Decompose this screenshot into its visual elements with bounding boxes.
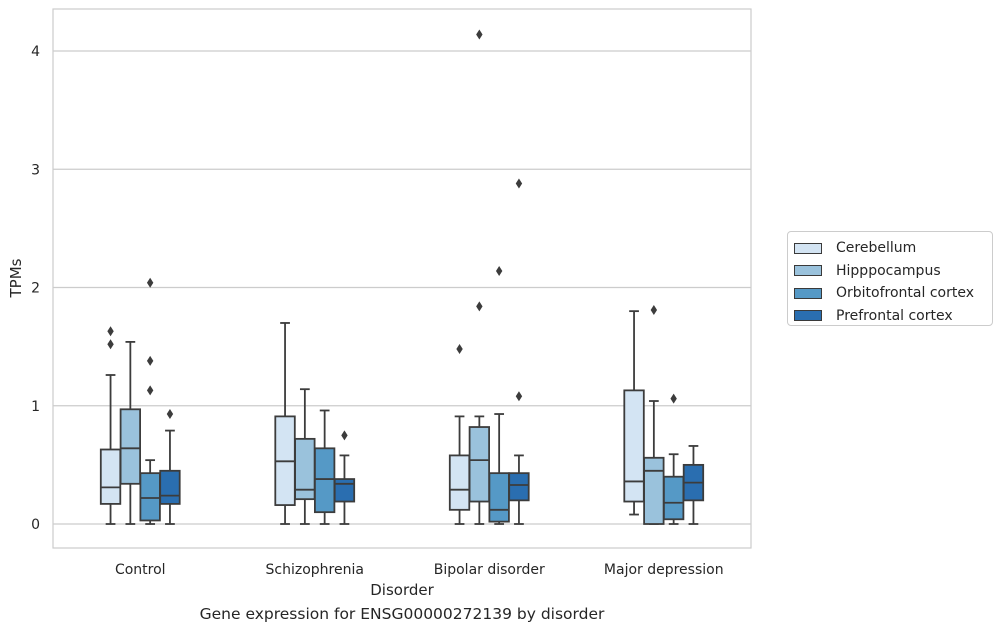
box-1-3 <box>643 304 665 525</box>
outlier-marker-1 <box>515 178 523 189</box>
legend-label-2: Orbitofrontal cortex <box>836 285 974 302</box>
legend-item-2: Orbitofrontal cortex <box>794 282 986 305</box>
y-tick-labels: 0 1 2 3 4 <box>31 44 40 533</box>
legend-label-1: Hipppocampus <box>836 262 941 279</box>
outlier-marker-1 <box>107 326 114 337</box>
y-axis-label: TPMs <box>7 258 25 298</box>
box-3-0 <box>159 409 181 525</box>
box-body <box>623 389 645 503</box>
outlier-marker-0 <box>456 343 463 354</box>
x-tick-label-1: Schizophrenia <box>266 562 364 578</box>
outlier-marker-0 <box>476 301 483 312</box>
outlier-marker-0 <box>515 391 523 402</box>
outlier-marker-1 <box>476 29 483 40</box>
outlier-marker-0 <box>670 393 677 404</box>
box-1-2 <box>468 29 491 525</box>
figure-caption: Gene expression for ENSG00000272139 by d… <box>199 605 605 623</box>
box-body <box>333 478 356 503</box>
box-body <box>119 408 141 485</box>
legend-swatch-2 <box>794 287 822 299</box>
box-body <box>159 469 181 505</box>
box-body <box>448 454 471 511</box>
box-body <box>313 447 336 514</box>
y-tick-label-1: 1 <box>31 399 40 415</box>
box-body <box>139 472 161 522</box>
box-3-3 <box>682 445 705 525</box>
legend-item-0: Cerebellum <box>794 237 986 260</box>
outlier-marker-0 <box>341 430 348 441</box>
box-2-3 <box>663 393 685 525</box>
x-tick-label-3: Major depression <box>604 562 724 578</box>
outlier-marker-0 <box>166 409 174 420</box>
legend-label-3: Prefrontal cortex <box>836 307 953 324</box>
box-body <box>468 426 491 503</box>
y-tick-label-0: 0 <box>31 517 40 533</box>
plot-frame <box>52 8 752 549</box>
box-body <box>488 472 510 523</box>
outlier-marker-1 <box>146 355 154 366</box>
box-0-3 <box>623 310 645 516</box>
outlier-marker-0 <box>107 339 114 350</box>
legend-item-1: Hipppocampus <box>794 260 986 283</box>
outlier-marker-0 <box>146 385 154 396</box>
legend-item-3: Prefrontal cortex <box>794 305 986 328</box>
gridlines <box>53 50 751 525</box>
x-tick-labels: Control Schizophrenia Bipolar disorder Majo… <box>115 562 724 578</box>
x-axis-label: Disorder <box>370 581 434 599</box>
y-tick-label-3: 3 <box>31 162 40 178</box>
box-1-1 <box>294 388 316 525</box>
box-0-2 <box>448 343 471 525</box>
outlier-marker-0 <box>650 304 658 315</box>
legend-swatch-0 <box>794 242 822 254</box>
y-tick-label-2: 2 <box>31 281 40 297</box>
box-3-2 <box>508 178 530 525</box>
box-body <box>508 472 530 502</box>
outlier-marker-2 <box>146 277 154 288</box>
box-3-1 <box>333 430 356 525</box>
box-0-0 <box>99 326 122 525</box>
box-1-0 <box>119 340 141 525</box>
box-body <box>663 475 685 521</box>
box-body <box>643 456 665 525</box>
y-tick-label-4: 4 <box>31 44 40 60</box>
box-2-1 <box>313 409 336 525</box>
box-2-2 <box>488 265 510 525</box>
legend-swatch-3 <box>794 310 822 322</box>
x-tick-label-2: Bipolar disorder <box>434 562 545 578</box>
box-0-1 <box>274 322 296 525</box>
x-tick-label-0: Control <box>115 562 166 578</box>
legend-label-0: Cerebellum <box>836 240 917 257</box>
box-2-0 <box>139 277 161 525</box>
box-body <box>99 448 122 505</box>
legend: Cerebellum Hipppocampus Orbitofrontal cort… <box>787 231 993 326</box>
outlier-marker-0 <box>495 265 503 276</box>
boxes-layer <box>99 29 705 525</box>
legend-swatch-1 <box>794 265 822 277</box>
